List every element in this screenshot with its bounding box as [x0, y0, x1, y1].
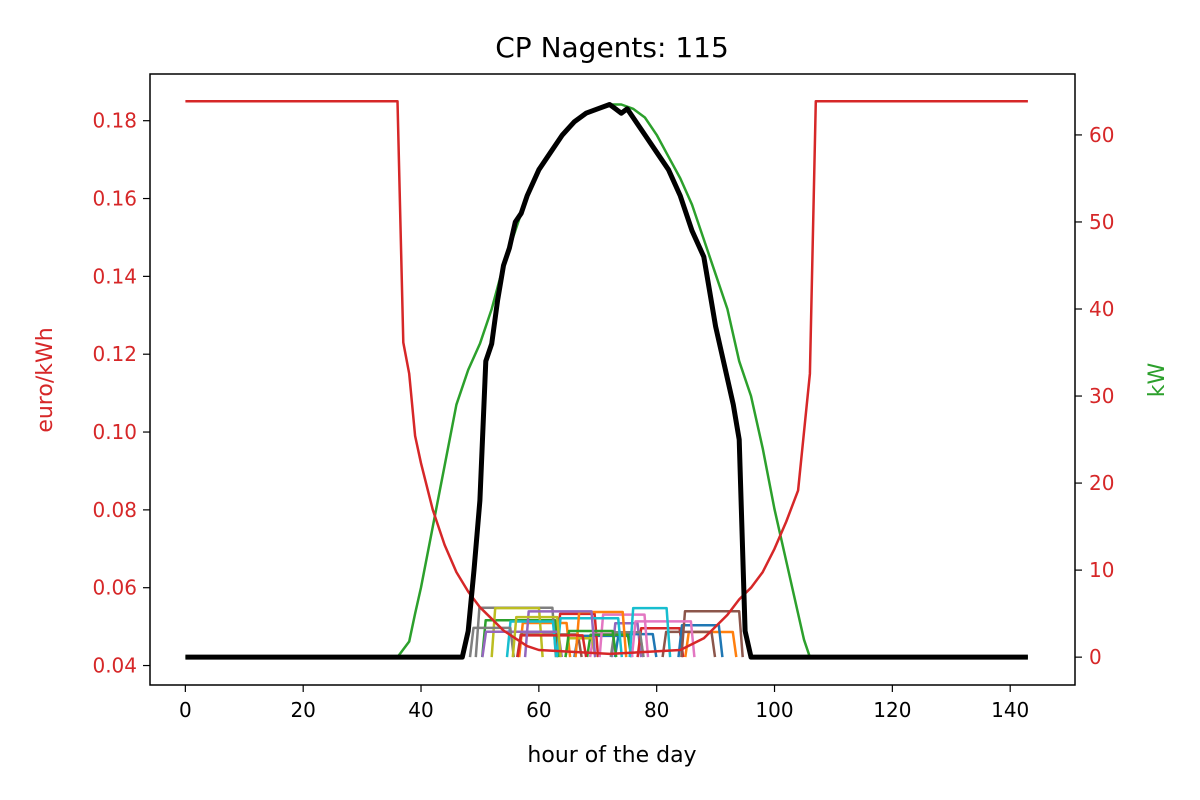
agent-series-line [564, 629, 618, 658]
left-y-tick-label: 0.18 [92, 109, 137, 133]
x-tick-label: 120 [873, 698, 911, 722]
x-tick-label: 80 [644, 698, 669, 722]
left-y-tick-label: 0.08 [92, 498, 137, 522]
agent-series-line [630, 620, 696, 658]
left-y-tick-label: 0.06 [92, 576, 137, 600]
agent-series-line [609, 631, 645, 658]
right-y-tick-label: 20 [1089, 471, 1114, 495]
x-axis: 0 20 40 60 80 100 120 140 [179, 685, 1029, 722]
x-tick-label: 20 [290, 698, 315, 722]
agent-series-line [628, 606, 672, 658]
total-load-series-line [185, 102, 1028, 660]
left-y-axis-label: euro/kWh [33, 327, 58, 432]
plot-area [185, 99, 1028, 660]
agent-series-group [468, 606, 744, 658]
x-axis-label: hour of the day [527, 743, 696, 768]
agent-series-line [505, 620, 558, 658]
agent-series-line [661, 630, 717, 658]
x-tick-label: 40 [408, 698, 433, 722]
x-tick-label: 60 [526, 698, 551, 722]
right-y-tick-label: 30 [1089, 384, 1114, 408]
right-y-tick-label: 0 [1089, 645, 1102, 669]
agent-series-line [516, 634, 588, 658]
agent-series-line [677, 623, 724, 658]
x-tick-label: 0 [179, 698, 192, 722]
series-group [185, 99, 1028, 660]
chart-title: CP Nagents: 115 [495, 31, 729, 64]
price-series-line [185, 99, 1028, 656]
left-y-tick-label: 0.14 [92, 264, 137, 288]
left-y-tick-label: 0.16 [92, 187, 137, 211]
x-tick-label: 100 [755, 698, 793, 722]
right-y-axis: 0 10 20 30 40 50 60 [1075, 123, 1114, 669]
agent-series-line [680, 610, 744, 658]
right-y-tick-label: 10 [1089, 558, 1114, 582]
agent-series-line [468, 626, 516, 658]
agent-series-line [613, 632, 658, 658]
left-y-tick-label: 0.12 [92, 342, 137, 366]
right-y-axis-label: kW [1145, 363, 1170, 398]
right-y-tick-label: 50 [1089, 210, 1114, 234]
right-y-tick-label: 60 [1089, 123, 1114, 147]
plot-frame [149, 73, 1076, 686]
agent-series-line [523, 610, 597, 658]
left-y-tick-label: 0.04 [92, 654, 137, 678]
left-y-axis: 0.04 0.06 0.08 0.10 0.12 0.14 0.16 0.18 [92, 109, 150, 678]
x-tick-label: 140 [991, 698, 1029, 722]
left-y-tick-label: 0.10 [92, 420, 137, 444]
right-y-tick-label: 40 [1089, 297, 1114, 321]
